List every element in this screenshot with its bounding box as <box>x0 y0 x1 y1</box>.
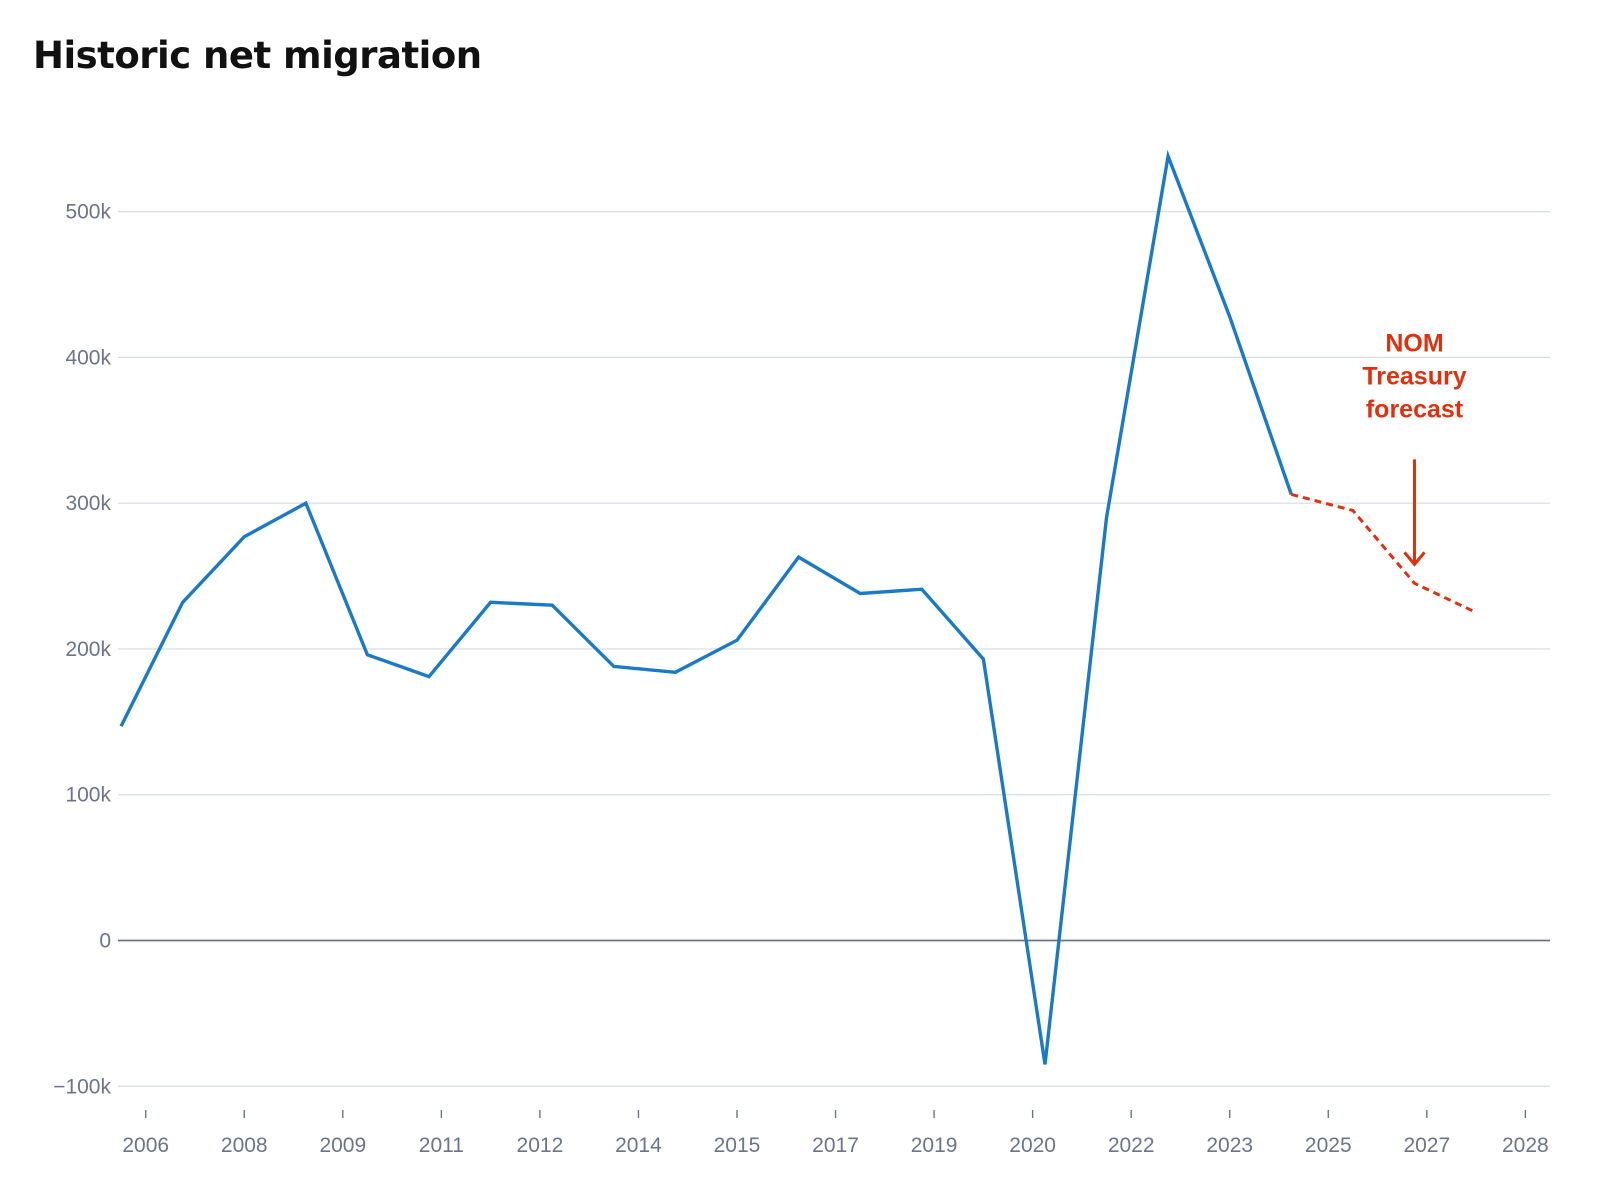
x-tick-label: 2017 <box>812 1134 859 1157</box>
x-tick-label: 2011 <box>419 1134 464 1157</box>
y-tick-label: −100k <box>53 1075 111 1098</box>
x-tick-label: 2006 <box>122 1134 169 1157</box>
x-tick-label: 2025 <box>1305 1134 1352 1157</box>
x-tick-label: 2019 <box>911 1134 958 1157</box>
x-tick-label: 2008 <box>221 1134 268 1157</box>
y-tick-label: 400k <box>65 346 111 369</box>
y-tick-label: 0 <box>99 929 111 952</box>
x-tick-label: 2028 <box>1502 1134 1549 1157</box>
grid-layer <box>118 211 1550 1087</box>
x-tick-label: 2020 <box>1009 1134 1056 1157</box>
annotation-layer: NOM Treasury forecast <box>1362 329 1467 567</box>
historic-series-line <box>119 149 1293 1065</box>
annotation-text: Treasury <box>1362 362 1466 390</box>
x-axis: 2006 2008 2009 2011 2012 2014 2015 2017 2019 2020… <box>122 1110 1549 1157</box>
y-axis: −100k 0 100k 200k 300k 400k 500k <box>53 201 111 1099</box>
chart-title: Historic net migration <box>33 34 482 77</box>
x-tick-label: 2012 <box>517 1134 564 1157</box>
annotation-text: forecast <box>1366 395 1464 423</box>
y-tick-label: 200k <box>65 638 111 661</box>
x-tick-label: 2027 <box>1403 1134 1450 1157</box>
x-tick-label: 2009 <box>319 1134 366 1157</box>
x-tick-label: 2014 <box>615 1134 662 1157</box>
annotation-text: NOM <box>1385 329 1443 357</box>
y-tick-label: 300k <box>65 492 111 515</box>
y-tick-label: 500k <box>65 201 111 224</box>
x-tick-label: 2022 <box>1108 1134 1155 1157</box>
forecast-series-line <box>1290 492 1477 614</box>
x-tick-label: 2015 <box>714 1134 761 1157</box>
y-tick-label: 100k <box>65 784 111 807</box>
annotation-arrow-head <box>1403 551 1426 567</box>
x-tick-label: 2023 <box>1206 1134 1253 1157</box>
series-layer <box>119 149 1477 1065</box>
